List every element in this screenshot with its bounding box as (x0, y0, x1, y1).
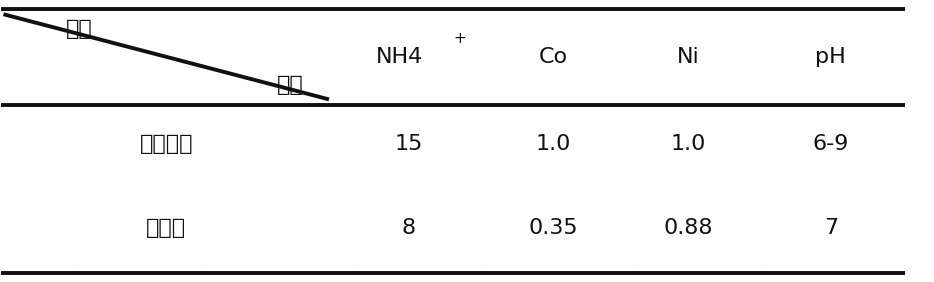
Text: 1.0: 1.0 (535, 134, 571, 154)
Text: 6-9: 6-9 (813, 134, 849, 154)
Text: 8: 8 (402, 218, 416, 238)
Text: 冷凝水: 冷凝水 (146, 218, 186, 238)
Text: 名称: 名称 (66, 19, 92, 39)
Text: 0.88: 0.88 (664, 218, 714, 238)
Text: 1.0: 1.0 (671, 134, 706, 154)
Text: +: + (454, 31, 466, 46)
Text: pH: pH (815, 47, 846, 67)
Text: 排放标准: 排放标准 (139, 134, 193, 154)
Text: 元素: 元素 (277, 75, 304, 95)
Text: NH4: NH4 (375, 47, 423, 67)
Text: Co: Co (539, 47, 568, 67)
Text: 0.35: 0.35 (529, 218, 578, 238)
Text: 15: 15 (394, 134, 423, 154)
Text: 7: 7 (824, 218, 838, 238)
Text: Ni: Ni (677, 47, 700, 67)
